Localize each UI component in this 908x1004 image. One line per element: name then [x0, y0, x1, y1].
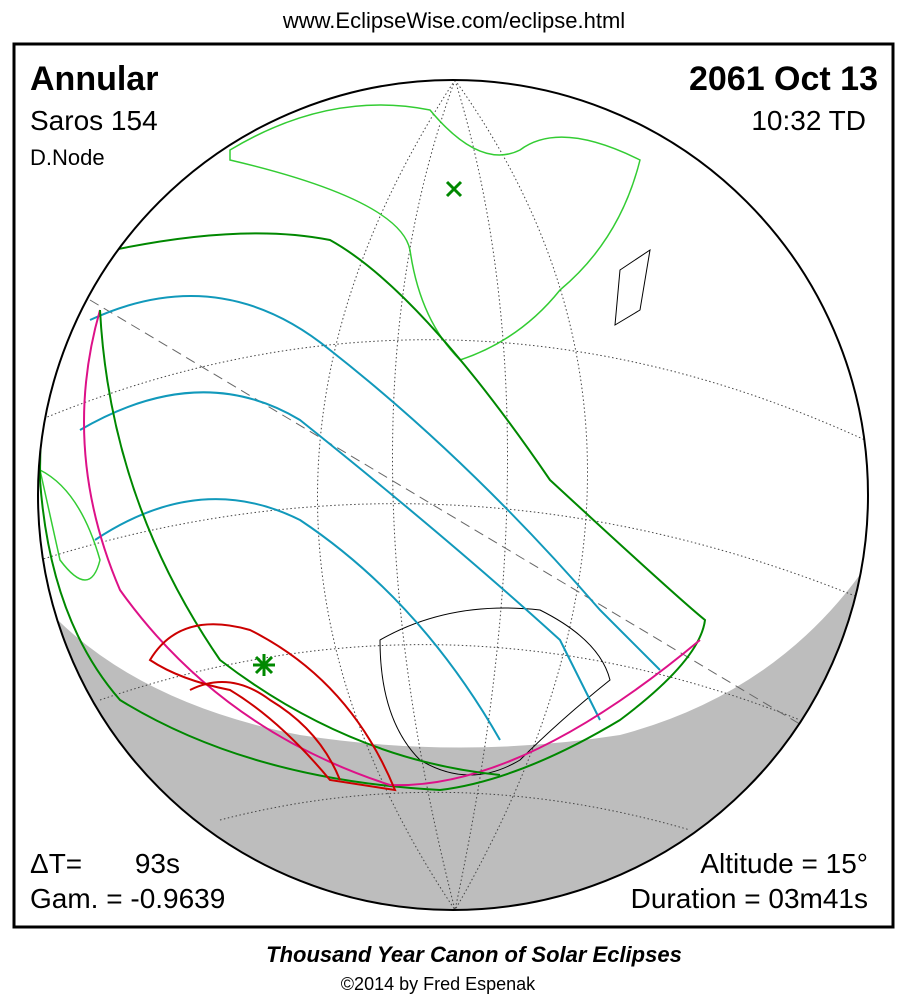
duration: Duration = 03m41s — [631, 883, 868, 914]
canon-title: Thousand Year Canon of Solar Eclipses — [266, 942, 682, 967]
gamma: Gam. = -0.9639 — [30, 883, 225, 914]
eclipse-type: Annular — [30, 60, 158, 98]
madagascar — [614, 248, 651, 326]
node: D.Node — [30, 145, 105, 170]
url: www.EclipseWise.com/eclipse.html — [282, 8, 625, 33]
date: 2061 Oct 13 — [689, 60, 878, 98]
annular-path — [148, 623, 397, 792]
credit: ©2014 by Fred Espenak — [341, 974, 536, 994]
australia — [379, 607, 611, 776]
saros: Saros 154 — [30, 105, 158, 136]
penumbra-limit — [38, 232, 707, 792]
altitude: Altitude = 15° — [700, 848, 868, 879]
subsolar-point — [445, 180, 463, 198]
delta-t-label: ΔT= — [30, 848, 82, 879]
rise-set-curve — [83, 309, 701, 787]
delta-t-value: 93s — [135, 848, 180, 879]
globe — [38, 80, 868, 910]
time: 10:32 TD — [751, 105, 866, 136]
greatest-eclipse — [253, 654, 275, 676]
night-region — [38, 545, 868, 910]
africa — [229, 104, 641, 361]
